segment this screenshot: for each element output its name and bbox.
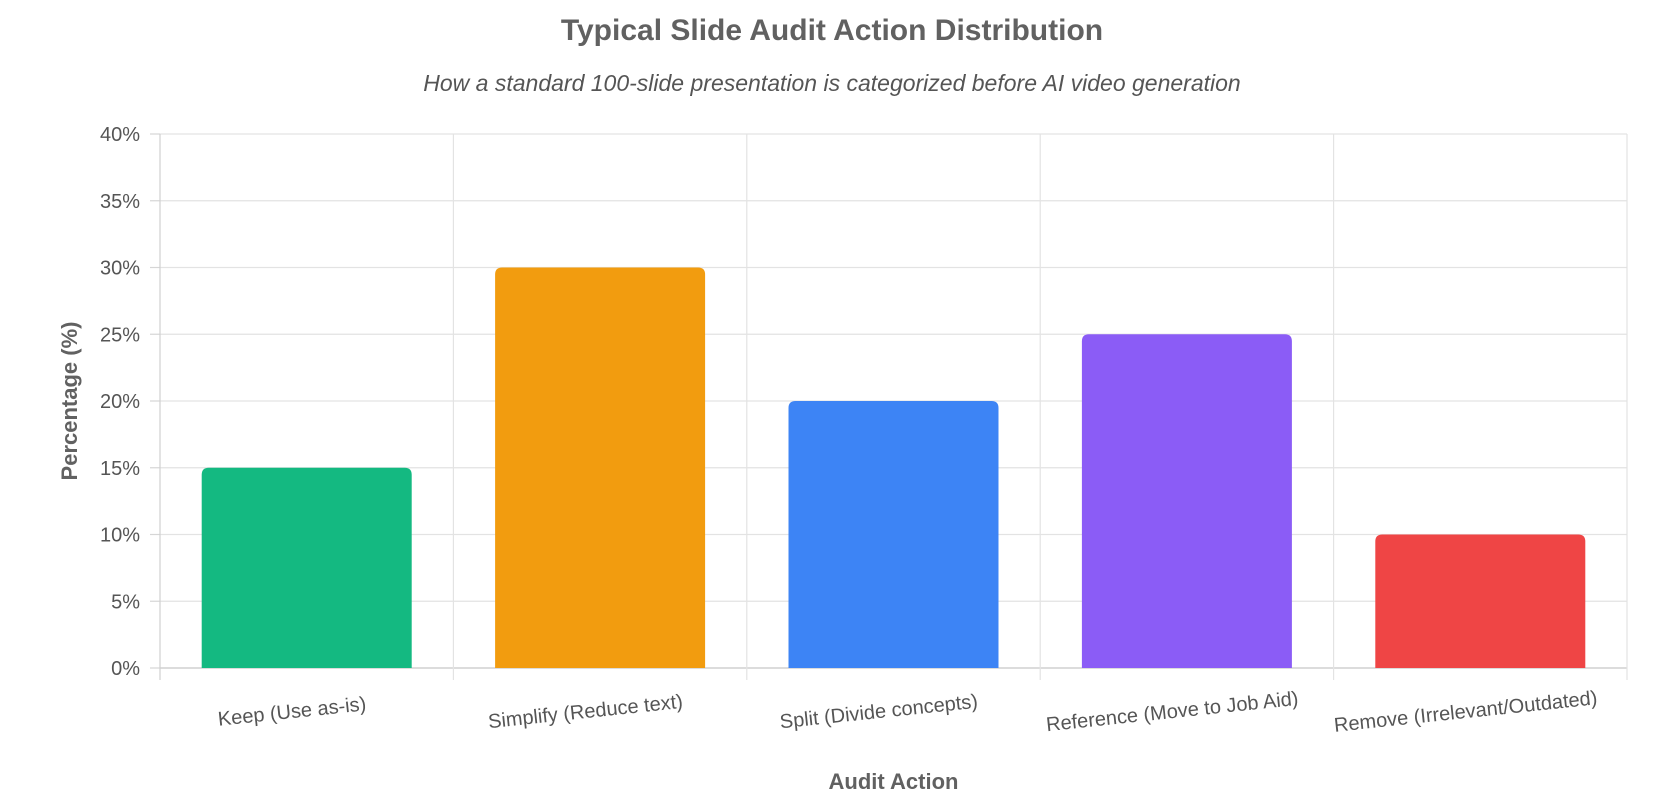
y-tick-label: 5% bbox=[111, 591, 140, 613]
y-tick-label: 10% bbox=[100, 525, 140, 547]
bar-5 bbox=[1375, 534, 1586, 668]
x-tick-label: Keep (Use as-is) bbox=[217, 693, 367, 730]
chart-title: Typical Slide Audit Action Distribution bbox=[560, 14, 1104, 47]
chart-subtitle: How a standard 100-slide presentation is… bbox=[423, 70, 1241, 96]
x-tick-label: Simplify (Reduce text) bbox=[487, 691, 684, 733]
bar-3 bbox=[788, 401, 999, 668]
bar-4 bbox=[1081, 334, 1292, 668]
x-axis-title: Audit Action bbox=[829, 769, 959, 794]
bar-1 bbox=[201, 467, 412, 668]
y-tick-label: 40% bbox=[100, 124, 140, 146]
y-tick-label: 35% bbox=[100, 191, 140, 213]
x-tick-label: Remove (Irrelevant/Outdated) bbox=[1333, 687, 1598, 737]
y-tick-label: 30% bbox=[100, 258, 140, 280]
y-axis-title: Percentage (%) bbox=[57, 322, 82, 481]
y-tick-label: 0% bbox=[111, 658, 140, 680]
x-tick-label: Reference (Move to Job Aid) bbox=[1045, 688, 1299, 736]
bar-2 bbox=[495, 267, 706, 668]
y-tick-label: 15% bbox=[100, 458, 140, 480]
x-tick-label: Split (Divide concepts) bbox=[779, 691, 979, 734]
y-tick-label: 25% bbox=[100, 324, 140, 346]
y-tick-label: 20% bbox=[100, 391, 140, 413]
